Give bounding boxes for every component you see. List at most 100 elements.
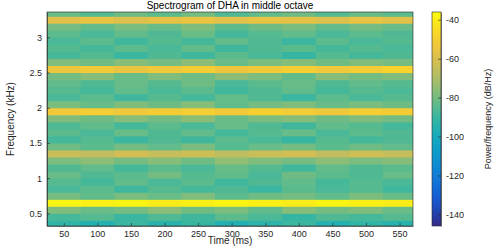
cell (148, 30, 182, 38)
cell (215, 206, 249, 214)
cell (148, 129, 182, 137)
cell (349, 136, 383, 144)
cell (215, 129, 249, 137)
tick-mark (299, 223, 300, 226)
cell (316, 213, 350, 221)
cell (81, 185, 115, 193)
tick: 2 (37, 103, 50, 113)
cell (383, 185, 413, 193)
tick: 200 (158, 223, 173, 239)
cell (47, 108, 81, 116)
cell (316, 108, 350, 116)
cell (316, 122, 350, 130)
cell (81, 129, 115, 137)
cell (81, 192, 115, 200)
cell (148, 108, 182, 116)
cell (215, 220, 249, 226)
cell (148, 220, 182, 226)
cell (248, 73, 282, 81)
cell (248, 157, 282, 165)
cell (81, 94, 115, 102)
tick-label: 100 (90, 229, 105, 239)
cell (148, 157, 182, 165)
cell (47, 12, 81, 17)
cell (248, 94, 282, 102)
cell (248, 171, 282, 179)
tick-mark (165, 223, 166, 226)
cell (47, 136, 81, 144)
cell (148, 51, 182, 59)
cell (349, 37, 383, 45)
cell (181, 37, 215, 45)
cell (148, 192, 182, 200)
cell (248, 58, 282, 66)
tick-label: 1.5 (29, 138, 42, 148)
cell (114, 136, 148, 144)
cell (47, 129, 81, 137)
cell (383, 94, 413, 102)
cell (81, 136, 115, 144)
colorbar-axis: -40-60-80-100-120-140 (438, 13, 464, 227)
cell (81, 206, 115, 214)
tick-mark (438, 137, 441, 138)
cell (47, 178, 81, 186)
cell (215, 44, 249, 52)
cell (282, 129, 316, 137)
cell (383, 199, 413, 207)
cell (114, 94, 148, 102)
cell (316, 178, 350, 186)
cell (349, 192, 383, 200)
cell (181, 157, 215, 165)
cell (114, 80, 148, 88)
cell (181, 150, 215, 158)
cell (316, 129, 350, 137)
cell (316, 30, 350, 38)
cell (181, 185, 215, 193)
cell (349, 16, 383, 24)
tick-label: 450 (325, 229, 340, 239)
cell (81, 73, 115, 81)
cell (316, 199, 350, 207)
cell (316, 73, 350, 81)
cell (316, 44, 350, 52)
tick: 350 (258, 223, 273, 239)
cell (383, 164, 413, 172)
cell (215, 136, 249, 144)
tick: -60 (438, 54, 459, 64)
cell (181, 58, 215, 66)
cell (215, 16, 249, 24)
tick-mark (198, 223, 199, 226)
cell (282, 12, 316, 17)
tick: -120 (438, 171, 464, 181)
cell (181, 30, 215, 38)
cell (248, 37, 282, 45)
cell (47, 213, 81, 221)
cell (215, 66, 249, 74)
cell (81, 37, 115, 45)
cell (114, 213, 148, 221)
cell (316, 206, 350, 214)
tick-label: 500 (359, 229, 374, 239)
cell (282, 185, 316, 193)
plot-background (47, 12, 413, 226)
cell (383, 80, 413, 88)
cell (114, 122, 148, 130)
tick: 250 (191, 223, 206, 239)
cell (316, 16, 350, 24)
cell (383, 30, 413, 38)
cell (148, 206, 182, 214)
cell (282, 157, 316, 165)
cell (282, 150, 316, 158)
cell (47, 16, 81, 24)
tick-label: -100 (446, 132, 464, 142)
cell (349, 87, 383, 95)
cell (349, 199, 383, 207)
cell (181, 164, 215, 172)
cell (181, 213, 215, 221)
cell (248, 12, 282, 17)
cell (316, 23, 350, 31)
x-axis-title: Time (ms) (208, 235, 253, 246)
cell (282, 23, 316, 31)
cell (316, 87, 350, 95)
cell (349, 143, 383, 151)
